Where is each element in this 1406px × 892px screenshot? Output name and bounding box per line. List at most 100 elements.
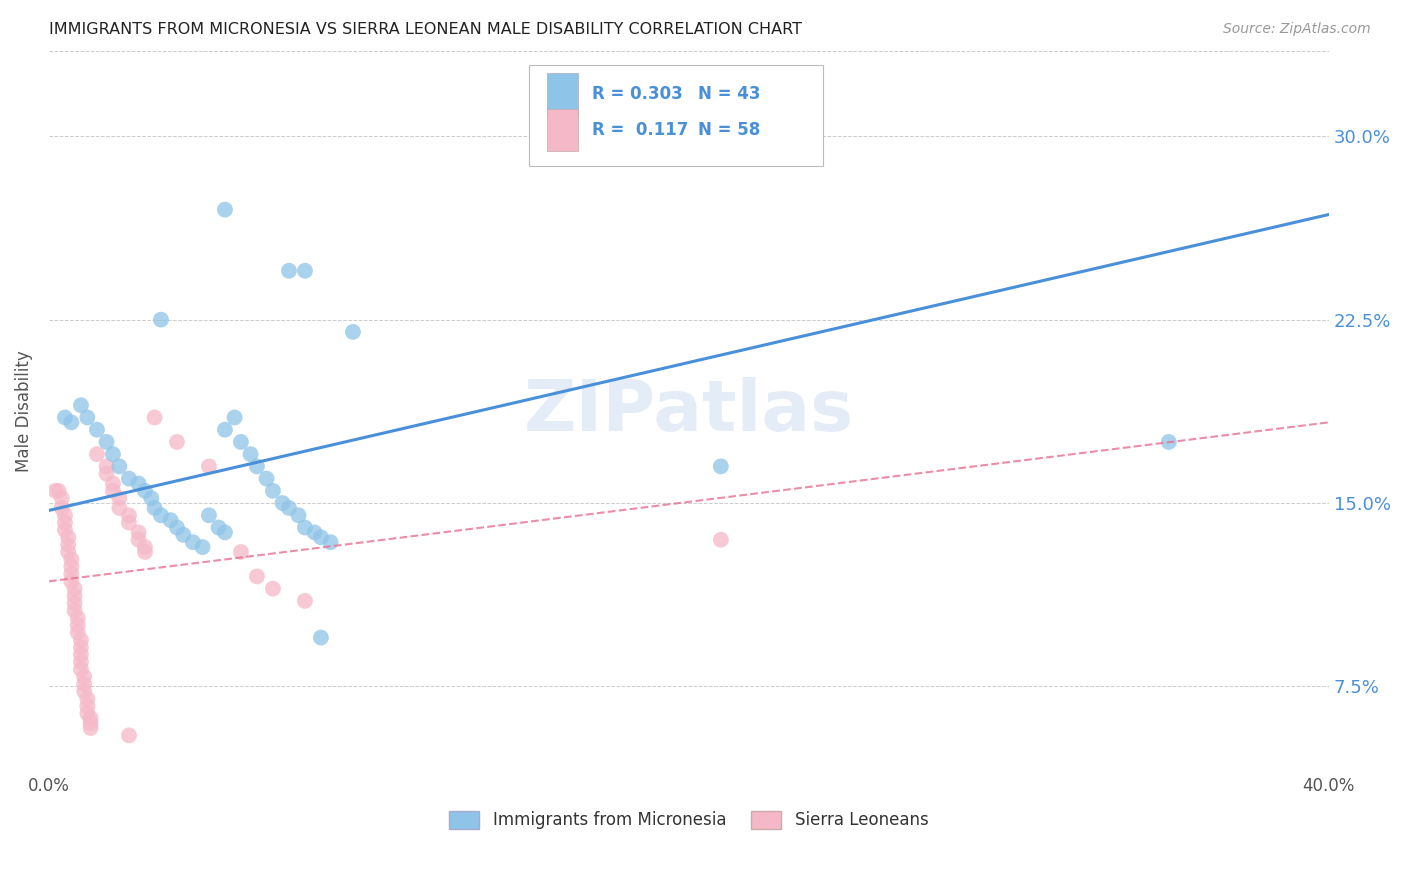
Point xyxy=(246,569,269,583)
Point xyxy=(48,483,70,498)
Point xyxy=(96,467,118,481)
Point xyxy=(51,491,73,505)
Point xyxy=(256,472,278,486)
Point xyxy=(76,706,98,721)
Point xyxy=(66,611,89,625)
Point xyxy=(73,677,96,691)
Point xyxy=(60,559,83,574)
Point xyxy=(214,525,236,540)
Point xyxy=(229,434,252,449)
Point xyxy=(108,500,131,515)
Point xyxy=(60,552,83,566)
Point xyxy=(79,716,101,731)
Point xyxy=(70,655,93,669)
Point xyxy=(342,325,364,339)
Point xyxy=(53,508,76,523)
Point xyxy=(86,447,108,461)
Point xyxy=(309,530,332,544)
FancyBboxPatch shape xyxy=(529,65,824,166)
Point xyxy=(53,516,76,530)
Point xyxy=(294,520,316,534)
Point xyxy=(294,264,316,278)
Point xyxy=(118,472,141,486)
Point xyxy=(207,520,229,534)
Point xyxy=(149,312,172,326)
Text: R =  0.117: R = 0.117 xyxy=(592,121,688,139)
Point xyxy=(134,545,156,559)
Point xyxy=(70,632,93,647)
FancyBboxPatch shape xyxy=(547,73,578,114)
Point xyxy=(70,398,93,412)
Point xyxy=(76,691,98,706)
Point xyxy=(101,447,124,461)
Point xyxy=(63,596,86,610)
Point xyxy=(108,459,131,474)
Point xyxy=(86,423,108,437)
Point xyxy=(287,508,309,523)
Text: N = 58: N = 58 xyxy=(697,121,761,139)
Point xyxy=(66,618,89,632)
Point xyxy=(118,516,141,530)
Point xyxy=(56,538,79,552)
Point xyxy=(128,533,150,547)
Point xyxy=(60,574,83,589)
Point xyxy=(278,264,301,278)
Point xyxy=(262,582,284,596)
Point xyxy=(141,491,163,505)
Point xyxy=(246,459,269,474)
Point xyxy=(76,699,98,714)
Point xyxy=(172,528,194,542)
Point xyxy=(166,520,188,534)
Point xyxy=(239,447,262,461)
Point xyxy=(271,496,294,510)
Point xyxy=(76,410,98,425)
Point xyxy=(63,604,86,618)
Point xyxy=(166,434,188,449)
Point xyxy=(73,670,96,684)
Point xyxy=(309,631,332,645)
Point xyxy=(79,711,101,725)
Point xyxy=(159,513,181,527)
Point xyxy=(710,533,733,547)
Point xyxy=(56,530,79,544)
Point xyxy=(70,662,93,676)
Text: R = 0.303: R = 0.303 xyxy=(592,85,682,103)
Point xyxy=(53,410,76,425)
Point xyxy=(60,566,83,581)
Point xyxy=(229,545,252,559)
Point xyxy=(63,589,86,603)
Point xyxy=(143,410,166,425)
Point xyxy=(44,483,66,498)
Point xyxy=(70,648,93,662)
Point xyxy=(149,508,172,523)
Point xyxy=(198,459,221,474)
Point xyxy=(118,728,141,742)
Point xyxy=(79,721,101,735)
Point xyxy=(63,582,86,596)
Point xyxy=(128,476,150,491)
Point xyxy=(56,545,79,559)
Point xyxy=(224,410,246,425)
Point xyxy=(134,483,156,498)
Text: ZIPatlas: ZIPatlas xyxy=(524,376,853,446)
Point xyxy=(51,500,73,515)
Point xyxy=(181,535,204,549)
Point xyxy=(101,476,124,491)
Point xyxy=(53,523,76,537)
Point xyxy=(198,508,221,523)
Legend: Immigrants from Micronesia, Sierra Leoneans: Immigrants from Micronesia, Sierra Leone… xyxy=(443,804,935,836)
Point xyxy=(73,684,96,698)
Point xyxy=(710,459,733,474)
Point xyxy=(118,508,141,523)
Point xyxy=(96,434,118,449)
Point xyxy=(214,423,236,437)
Point xyxy=(143,500,166,515)
Text: Source: ZipAtlas.com: Source: ZipAtlas.com xyxy=(1223,22,1371,37)
Point xyxy=(66,625,89,640)
FancyBboxPatch shape xyxy=(547,110,578,151)
Point xyxy=(101,483,124,498)
Point xyxy=(128,525,150,540)
Point xyxy=(304,525,326,540)
Point xyxy=(214,202,236,217)
Point xyxy=(262,483,284,498)
